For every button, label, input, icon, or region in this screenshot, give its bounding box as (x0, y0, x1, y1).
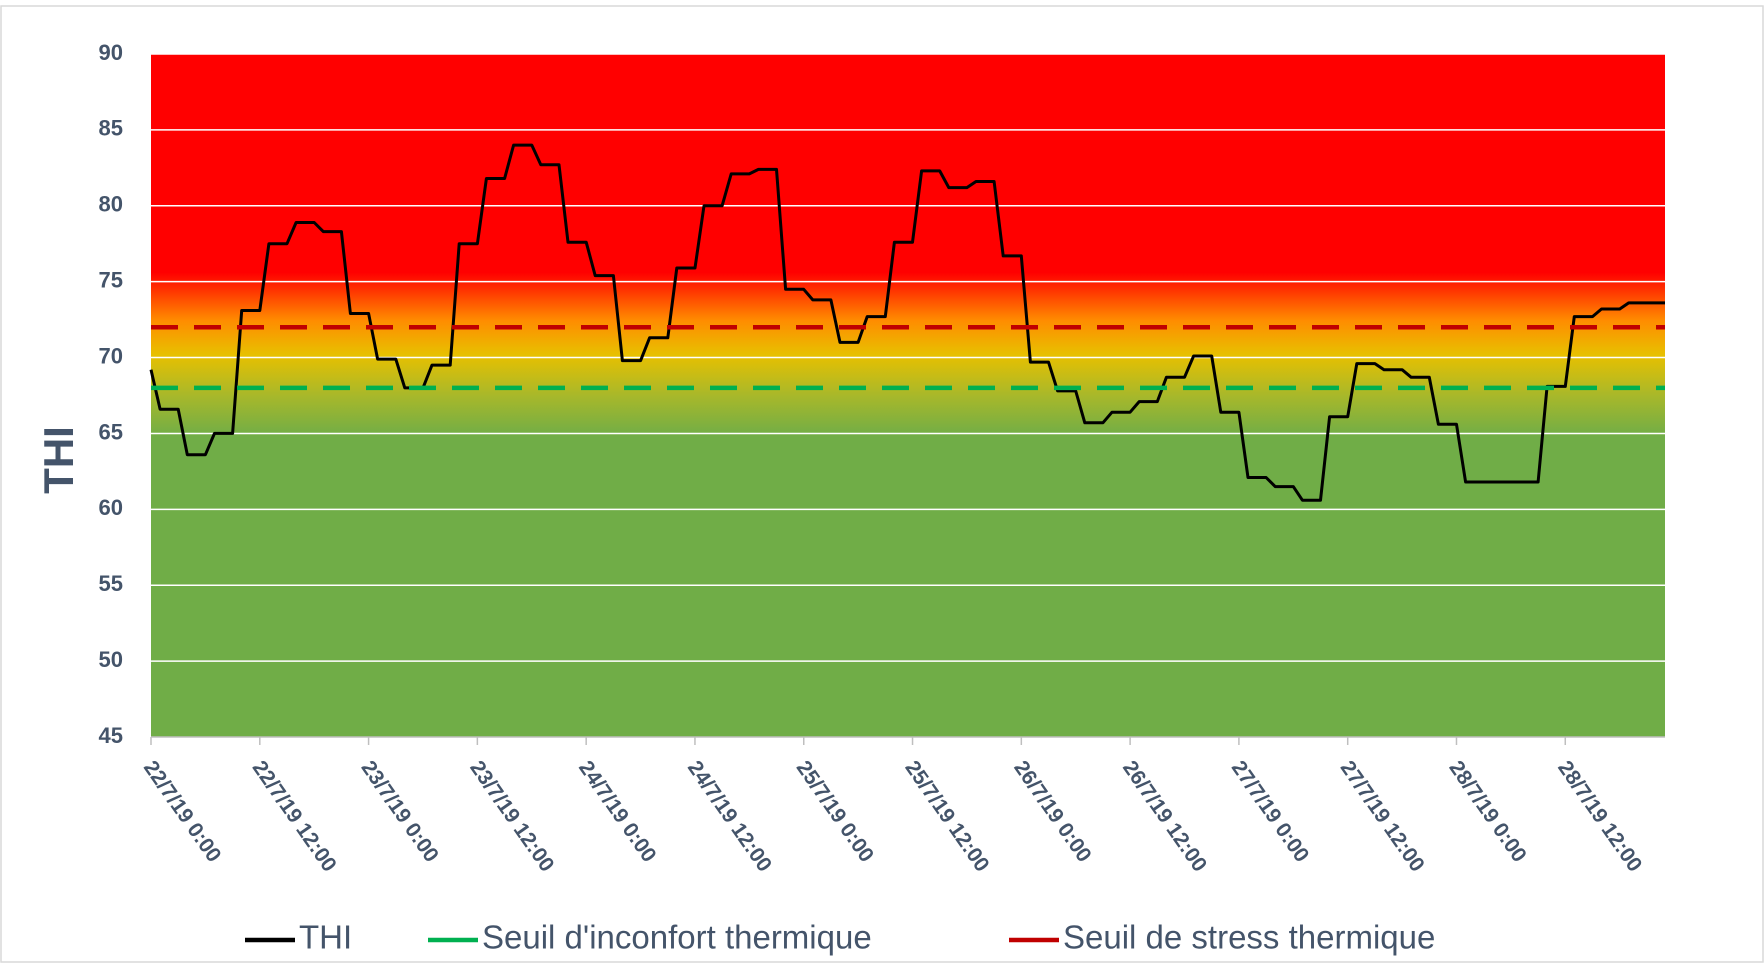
x-tick-label: 23/7/19 12:00 (465, 757, 558, 876)
y-tick-label: 55 (99, 571, 123, 596)
legend-label: THI (299, 919, 352, 956)
y-tick-label: 75 (99, 267, 123, 292)
legend-label: Seuil de stress thermique (1063, 919, 1435, 956)
x-tick-label: 23/7/19 0:00 (356, 757, 442, 867)
legend-label: Seuil d'inconfort thermique (482, 919, 872, 956)
y-tick-label: 80 (99, 192, 123, 217)
y-tick-label: 65 (99, 419, 123, 444)
y-tick-label: 60 (99, 495, 123, 520)
y-tick-label: 90 (99, 40, 123, 65)
x-tick-label: 28/7/19 0:00 (1444, 757, 1530, 867)
x-tick-label: 25/7/19 12:00 (900, 757, 993, 876)
x-tick-label: 26/7/19 12:00 (1118, 757, 1211, 876)
x-tick-label: 27/7/19 12:00 (1336, 757, 1429, 876)
y-tick-label: 70 (99, 343, 123, 368)
y-tick-label: 45 (99, 723, 123, 748)
x-tick-label: 25/7/19 0:00 (792, 757, 878, 867)
data-line (149, 143, 1665, 502)
plot-background (151, 54, 1665, 737)
x-tick-label: 24/7/19 12:00 (683, 757, 776, 876)
x-tick-label: 28/7/19 12:00 (1553, 757, 1646, 876)
y-tick-label: 50 (99, 647, 123, 672)
x-tick-label: 22/7/19 0:00 (139, 757, 225, 867)
x-tick-label: 26/7/19 0:00 (1009, 757, 1095, 867)
x-tick-label: 22/7/19 12:00 (248, 757, 341, 876)
chart-border (0, 5, 1764, 963)
x-tick-label: 27/7/19 0:00 (1227, 757, 1313, 867)
y-tick-label: 85 (99, 116, 123, 141)
x-tick-label: 24/7/19 0:00 (574, 757, 660, 867)
y-axis-title: THI (35, 426, 82, 494)
